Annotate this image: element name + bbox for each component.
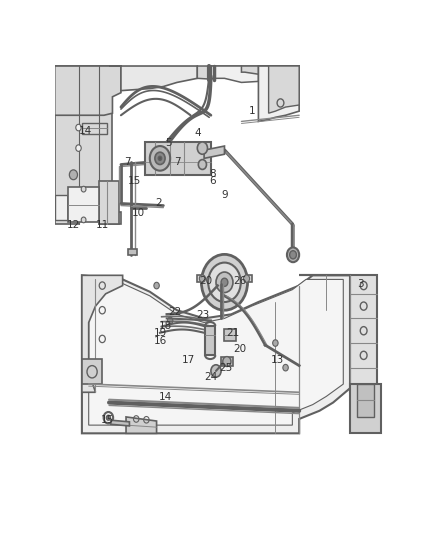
Polygon shape <box>82 359 102 384</box>
Polygon shape <box>55 66 121 224</box>
Text: 16: 16 <box>153 336 166 345</box>
Circle shape <box>76 124 81 131</box>
Circle shape <box>155 152 165 165</box>
Bar <box>205 326 215 356</box>
Text: 15: 15 <box>101 415 114 425</box>
Circle shape <box>211 365 221 377</box>
Text: 15: 15 <box>128 176 141 187</box>
Polygon shape <box>68 187 99 222</box>
Circle shape <box>221 278 228 286</box>
Text: 21: 21 <box>226 328 240 338</box>
Polygon shape <box>197 276 251 282</box>
Text: 9: 9 <box>221 190 228 200</box>
Circle shape <box>76 145 81 151</box>
Text: 24: 24 <box>204 372 218 382</box>
Text: 3: 3 <box>357 279 364 289</box>
Circle shape <box>223 357 231 366</box>
Text: 25: 25 <box>219 364 233 374</box>
Circle shape <box>81 217 86 223</box>
Circle shape <box>150 146 170 171</box>
Polygon shape <box>268 66 299 113</box>
Circle shape <box>158 156 162 160</box>
Circle shape <box>201 254 247 310</box>
Polygon shape <box>82 124 107 134</box>
Polygon shape <box>55 195 78 220</box>
Polygon shape <box>109 66 197 91</box>
Polygon shape <box>145 142 211 175</box>
Circle shape <box>197 142 208 154</box>
Text: 18: 18 <box>159 321 172 331</box>
Circle shape <box>81 186 86 192</box>
Circle shape <box>273 340 278 346</box>
Circle shape <box>199 275 205 282</box>
Polygon shape <box>82 276 350 433</box>
Polygon shape <box>88 279 343 425</box>
Circle shape <box>244 275 250 282</box>
Polygon shape <box>204 146 224 158</box>
Text: 12: 12 <box>67 220 80 230</box>
Circle shape <box>216 272 233 293</box>
Text: 6: 6 <box>209 176 216 187</box>
Polygon shape <box>68 199 95 212</box>
Polygon shape <box>357 384 374 417</box>
Text: 10: 10 <box>131 208 145 218</box>
Text: 22: 22 <box>169 307 182 317</box>
Polygon shape <box>299 276 377 392</box>
Text: 7: 7 <box>173 157 180 167</box>
Circle shape <box>69 170 78 180</box>
Polygon shape <box>211 66 299 83</box>
Polygon shape <box>55 66 121 115</box>
Polygon shape <box>99 181 119 224</box>
Text: 5: 5 <box>165 138 172 148</box>
Polygon shape <box>241 66 299 76</box>
Text: 11: 11 <box>95 220 109 230</box>
Text: 14: 14 <box>159 392 172 402</box>
Polygon shape <box>224 329 237 341</box>
Circle shape <box>239 282 244 289</box>
Circle shape <box>198 159 206 169</box>
Text: 17: 17 <box>182 356 195 365</box>
Polygon shape <box>221 358 233 366</box>
Text: 1: 1 <box>248 106 255 116</box>
Text: 20: 20 <box>199 277 212 286</box>
Text: 7: 7 <box>124 157 131 167</box>
Circle shape <box>154 282 159 289</box>
Text: 23: 23 <box>196 310 209 320</box>
Text: 26: 26 <box>233 277 247 286</box>
Circle shape <box>208 263 241 302</box>
Polygon shape <box>197 66 241 79</box>
Circle shape <box>167 317 173 324</box>
Text: 14: 14 <box>79 126 92 136</box>
Text: 2: 2 <box>155 198 162 208</box>
Polygon shape <box>258 66 299 83</box>
Text: 4: 4 <box>194 128 201 138</box>
Text: 13: 13 <box>270 356 284 365</box>
Circle shape <box>283 365 288 371</box>
Text: 8: 8 <box>209 169 216 179</box>
Bar <box>128 248 137 255</box>
Polygon shape <box>258 66 299 122</box>
Circle shape <box>106 415 110 420</box>
Text: 20: 20 <box>233 344 246 354</box>
Circle shape <box>290 251 297 259</box>
Polygon shape <box>111 420 130 426</box>
Polygon shape <box>350 384 381 433</box>
Polygon shape <box>82 276 123 392</box>
Text: 19: 19 <box>153 328 166 338</box>
Circle shape <box>287 247 299 262</box>
Polygon shape <box>126 417 156 433</box>
